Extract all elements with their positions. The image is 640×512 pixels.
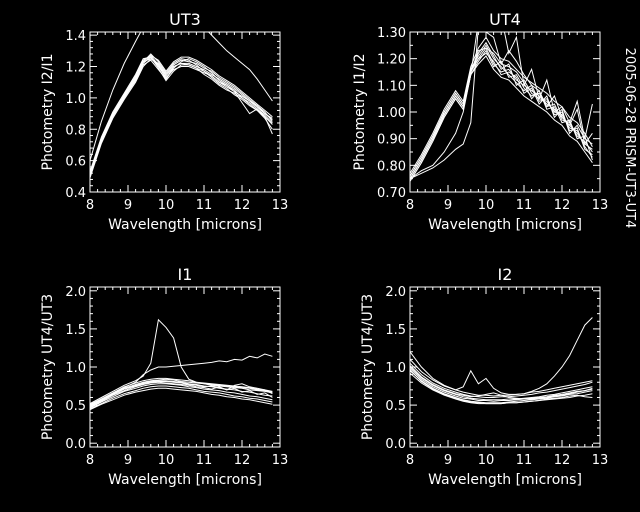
- y-tick-label: 1.10: [377, 79, 406, 94]
- series-line-9: [90, 32, 273, 161]
- x-tick-label: 13: [272, 453, 289, 468]
- x-tick-label: 12: [234, 198, 251, 213]
- y-tick-label: 1.30: [377, 26, 406, 41]
- y-axis-label: Photometry UT4/UT3: [360, 294, 376, 440]
- series-group: [410, 32, 593, 182]
- x-tick-label: 10: [158, 198, 175, 213]
- series-line-7: [410, 36, 593, 174]
- series-group: [410, 317, 593, 405]
- x-tick-label: 8: [86, 198, 94, 213]
- panel-title: UT4: [489, 10, 521, 29]
- x-tick-label: 10: [158, 453, 175, 468]
- x-tick-label: 11: [516, 198, 533, 213]
- series-line-6: [90, 378, 273, 406]
- y-axis-label: Photometry I1/I2: [352, 54, 368, 171]
- series-line-5: [90, 387, 273, 411]
- x-tick-label: 11: [516, 453, 533, 468]
- series-line-7: [90, 381, 273, 407]
- series-line-8: [410, 55, 593, 182]
- x-tick-label: 9: [124, 198, 132, 213]
- series-line-6: [410, 47, 593, 179]
- y-tick-label: 2.0: [385, 285, 406, 300]
- panel-title: UT3: [169, 10, 201, 29]
- y-tick-label: 1.4: [65, 29, 86, 44]
- series-line-10: [90, 353, 273, 405]
- x-tick-label: 11: [196, 453, 213, 468]
- series-group: [90, 32, 273, 179]
- x-axis-label: Wavelength [microns]: [108, 472, 262, 488]
- side-label: 2005-06-28 PRISM-UT3-UT4: [622, 48, 637, 229]
- y-tick-label: 0.70: [377, 186, 406, 201]
- series-line-5: [410, 52, 593, 177]
- y-tick-label: 1.2: [65, 61, 86, 76]
- y-tick-label: 0.6: [65, 155, 86, 170]
- x-tick-label: 8: [406, 453, 414, 468]
- x-tick-label: 12: [554, 198, 571, 213]
- y-tick-label: 2.0: [65, 285, 86, 300]
- series-line-2: [90, 54, 273, 174]
- y-tick-label: 0.5: [65, 399, 86, 414]
- y-axis-label: Photometry I2/I1: [40, 54, 56, 171]
- y-tick-label: 1.00: [377, 106, 406, 121]
- x-tick-label: 10: [478, 198, 495, 213]
- series-line-4: [90, 385, 273, 410]
- y-tick-label: 1.5: [65, 323, 86, 338]
- x-tick-label: 9: [444, 198, 452, 213]
- x-axis-label: Wavelength [microns]: [108, 217, 262, 233]
- y-tick-label: 1.20: [377, 53, 406, 68]
- y-tick-label: 0.0: [65, 437, 86, 452]
- series-line-8: [90, 381, 273, 408]
- x-tick-label: 13: [592, 198, 609, 213]
- series-group: [90, 318, 273, 411]
- panel-i2: 8 9 10 11 12 13 0.0 0.5 1.0 1.5 2.0 I2 Wavelength [m…: [360, 265, 608, 488]
- y-tick-label: 0.0: [385, 437, 406, 452]
- x-tick-label: 9: [444, 453, 452, 468]
- panel-ut4: 8 9 10 11 12 13 0.70 0.80 0.90 1.00 1.10 1.20 1.30 UT…: [352, 10, 609, 233]
- series-line-2: [410, 370, 593, 404]
- y-tick-label: 1.0: [65, 361, 86, 376]
- series-line-8: [90, 58, 273, 175]
- x-tick-label: 8: [406, 198, 414, 213]
- y-tick-label: 0.4: [65, 186, 86, 201]
- series-line-9: [410, 317, 593, 395]
- series-line-3: [90, 383, 273, 409]
- series-line-6: [90, 58, 273, 177]
- y-tick-label: 0.90: [377, 133, 406, 148]
- x-tick-label: 8: [86, 453, 94, 468]
- series-line-7: [410, 369, 593, 405]
- series-line-9: [410, 32, 593, 180]
- y-axis-label: Photometry UT4/UT3: [40, 294, 56, 440]
- x-tick-label: 12: [554, 453, 571, 468]
- x-tick-label: 13: [272, 198, 289, 213]
- panel-title: I1: [178, 265, 193, 284]
- series-line-3: [90, 58, 273, 179]
- panel-ut3: 8 9 10 11 12 13 0.4 0.6 0.8 1.0 1.2 1.4 UT3 Wavelengt…: [40, 10, 289, 233]
- series-line-6: [410, 368, 593, 402]
- series-line-8: [410, 365, 593, 400]
- x-tick-label: 9: [124, 453, 132, 468]
- y-tick-label: 1.0: [65, 92, 86, 107]
- y-tick-label: 0.8: [65, 123, 86, 138]
- x-tick-label: 11: [196, 198, 213, 213]
- y-tick-label: 1.5: [385, 323, 406, 338]
- x-axis-label: Wavelength [microns]: [428, 217, 582, 233]
- x-axis-label: Wavelength [microns]: [428, 472, 582, 488]
- series-line-7: [90, 54, 273, 174]
- x-tick-label: 10: [478, 453, 495, 468]
- series-line-1: [410, 366, 593, 401]
- panel-title: I2: [498, 265, 513, 284]
- series-line-3: [410, 362, 593, 398]
- x-tick-label: 13: [592, 453, 609, 468]
- y-tick-label: 0.5: [385, 399, 406, 414]
- plot-frame: [89, 31, 281, 193]
- series-line-9: [90, 318, 273, 405]
- y-tick-label: 1.0: [385, 361, 406, 376]
- panel-i1: 8 9 10 11 12 13 0.0 0.5 1.0 1.5 2.0 I1 Wavelength [m…: [40, 265, 288, 488]
- x-tick-label: 12: [234, 453, 251, 468]
- y-tick-label: 0.80: [377, 159, 406, 174]
- series-line-10: [410, 32, 593, 180]
